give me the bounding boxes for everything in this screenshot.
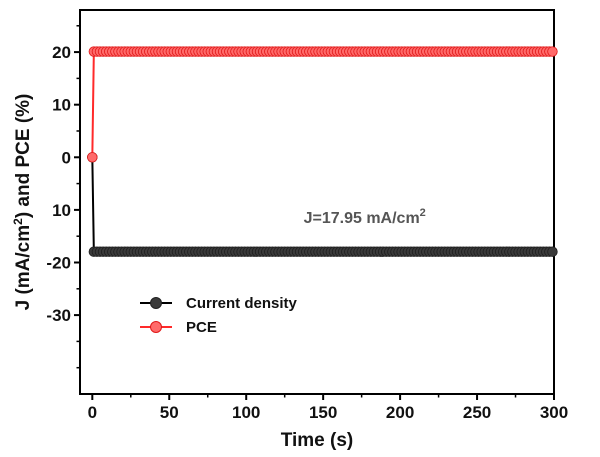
legend: Current density PCE [140, 295, 298, 336]
series-line [91, 50, 553, 158]
plot-frame [79, 9, 555, 395]
annotation-sup: 2 [420, 207, 426, 219]
y-axis-title-part1: J (mA/cm [13, 225, 34, 311]
y-axis-title: J (mA/cm2) and PCE (%) [11, 94, 34, 311]
legend-marker-pce [150, 321, 162, 333]
x-tick-label: 250 [463, 403, 491, 422]
legend-label-current-density: Current density [186, 295, 298, 312]
legend-marker-current-density [150, 297, 162, 309]
x-tick-label: 100 [232, 403, 260, 422]
x-tick-label: 150 [309, 403, 337, 422]
y-tick-label: 10 [52, 201, 71, 220]
y-tick-label: 20 [52, 43, 71, 62]
series-pce [87, 46, 558, 163]
x-tick-label: 0 [88, 403, 97, 422]
x-tick-label: 50 [160, 403, 179, 422]
y-axis-title-sup: 2 [11, 218, 25, 225]
series-line [91, 157, 553, 253]
legend-label-pce: PCE [186, 319, 217, 336]
x-axis-title: Time (s) [281, 430, 354, 451]
data-point [87, 152, 98, 163]
x-tick-label: 200 [386, 403, 414, 422]
y-tick-label: -20 [46, 253, 71, 272]
annotation-text: J=17.95 mA/cm2 [304, 207, 426, 227]
y-tick-label: 0 [62, 148, 71, 167]
series-current-density [87, 152, 558, 257]
series-layer [87, 46, 558, 257]
y-tick-label: -30 [46, 306, 71, 325]
data-point [547, 246, 558, 257]
y-axis-title-part2: ) and PCE (%) [13, 94, 34, 219]
plot-area [79, 9, 555, 395]
x-tick-label: 300 [540, 403, 568, 422]
annotation-main: J=17.95 mA/cm [304, 210, 420, 227]
data-point [547, 46, 558, 57]
y-tick-label: 10 [52, 96, 71, 115]
